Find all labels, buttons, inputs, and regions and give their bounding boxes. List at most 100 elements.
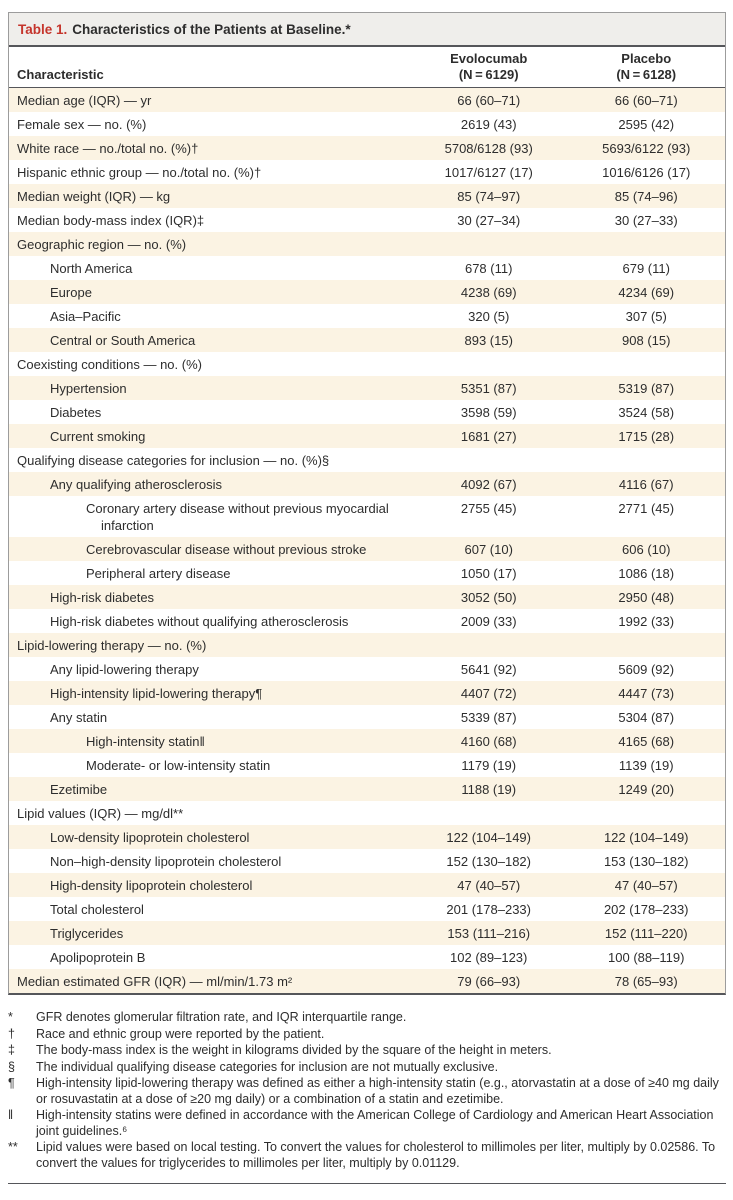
row-value-evolocumab: 3598 (59) xyxy=(460,405,517,420)
row-value-placebo: 100 (88–119) xyxy=(608,950,685,965)
table-row: Female sex — no. (%) 2619 (43) 2595 (42) xyxy=(9,112,725,136)
row-label: Peripheral artery disease xyxy=(86,566,231,581)
row-label: Median body-mass index (IQR)‡ xyxy=(17,213,205,228)
row-label: White race — no./total no. (%)† xyxy=(17,141,199,156)
footnotes: * GFR denotes glomerular filtration rate… xyxy=(8,1010,723,1171)
table-row: Median weight (IQR) — kg 85 (74–97) 85 (… xyxy=(9,184,725,208)
table-row: Lipid values (IQR) — mg/dl** xyxy=(9,801,725,825)
row-label: Median age (IQR) — yr xyxy=(17,93,152,108)
row-label: Ezetimibe xyxy=(50,782,108,797)
row-label: Total cholesterol xyxy=(50,902,144,917)
table-row: Median estimated GFR (IQR) — ml/min/1.73… xyxy=(9,969,725,993)
column-header-placebo-name: Placebo xyxy=(621,51,672,66)
table-row: High-risk diabetes without qualifying at… xyxy=(9,609,725,633)
row-value-evolocumab: 678 (11) xyxy=(464,261,513,276)
row-value-evolocumab xyxy=(410,448,568,472)
footnote-text: The body-mass index is the weight in kil… xyxy=(36,1043,552,1057)
row-value-placebo xyxy=(567,633,725,657)
table-row: North America 678 (11) 679 (11) xyxy=(9,256,725,280)
row-label: Low-density lipoprotein cholesterol xyxy=(50,830,250,845)
row-value-evolocumab: 152 (130–182) xyxy=(446,854,531,869)
row-value-evolocumab: 47 (40–57) xyxy=(457,878,521,893)
table-title-bar: Table 1. Characteristics of the Patients … xyxy=(9,13,725,47)
row-label: Female sex — no. (%) xyxy=(17,117,147,132)
row-value-placebo xyxy=(567,448,725,472)
row-label: Central or South America xyxy=(50,333,196,348)
row-value-evolocumab: 4092 (67) xyxy=(460,477,517,492)
header-row: Characteristic Evolocumab (N = 6129) Pla… xyxy=(9,47,725,88)
table-row: Central or South America 893 (15) 908 (1… xyxy=(9,328,725,352)
row-value-placebo: 152 (111–220) xyxy=(604,926,688,941)
row-value-placebo: 85 (74–96) xyxy=(614,189,678,204)
bottom-rule xyxy=(8,1183,726,1184)
row-value-placebo: 1992 (33) xyxy=(618,614,675,629)
data-table: Characteristic Evolocumab (N = 6129) Pla… xyxy=(9,47,725,993)
row-value-evolocumab xyxy=(410,232,568,256)
row-value-evolocumab: 2619 (43) xyxy=(460,117,517,132)
footnote-item: ‖ High-intensity statins were defined in… xyxy=(8,1108,723,1139)
row-value-evolocumab: 153 (111–216) xyxy=(447,926,531,941)
table-row: Median age (IQR) — yr 66 (60–71) 66 (60–… xyxy=(9,87,725,112)
row-label: Triglycerides xyxy=(50,926,124,941)
column-header-placebo: Placebo (N = 6128) xyxy=(567,47,725,88)
table-header: Characteristic Evolocumab (N = 6129) Pla… xyxy=(9,47,725,88)
row-value-evolocumab xyxy=(410,633,568,657)
row-label: North America xyxy=(50,261,133,276)
row-value-evolocumab: 79 (66–93) xyxy=(457,974,521,989)
table-row: Coronary artery disease without previous… xyxy=(9,496,725,537)
row-value-evolocumab: 4238 (69) xyxy=(460,285,517,300)
row-label: Geographic region — no. (%) xyxy=(17,237,187,252)
row-label: Hypertension xyxy=(50,381,127,396)
footnote-symbol: ‡ xyxy=(8,1043,15,1057)
table-title-text: Characteristics of the Patients at Basel… xyxy=(72,22,351,37)
row-value-placebo: 122 (104–149) xyxy=(603,830,689,845)
table-row: Non–high-density lipoprotein cholesterol… xyxy=(9,849,725,873)
row-value-evolocumab: 122 (104–149) xyxy=(446,830,531,845)
table-row: Peripheral artery disease 1050 (17) 1086… xyxy=(9,561,725,585)
row-value-evolocumab: 320 (5) xyxy=(468,309,510,324)
row-label: Median estimated GFR (IQR) — ml/min/1.73… xyxy=(17,974,293,989)
table-row: Any qualifying atherosclerosis 4092 (67)… xyxy=(9,472,725,496)
row-value-placebo: 606 (10) xyxy=(622,542,671,557)
row-label: Apolipoprotein B xyxy=(50,950,146,965)
row-value-placebo: 5609 (92) xyxy=(618,662,675,677)
table-row: Any statin 5339 (87) 5304 (87) xyxy=(9,705,725,729)
table-row: High-intensity lipid-lowering therapy¶ 4… xyxy=(9,681,725,705)
column-header-placebo-n: (N = 6128) xyxy=(616,66,677,82)
row-label: Lipid values (IQR) — mg/dl** xyxy=(17,806,184,821)
column-header-characteristic: Characteristic xyxy=(9,47,410,88)
table-row: Moderate- or low-intensity statin 1179 (… xyxy=(9,753,725,777)
table-row: Diabetes 3598 (59) 3524 (58) xyxy=(9,400,725,424)
footnote-item: ‡ The body-mass index is the weight in k… xyxy=(8,1043,723,1059)
row-value-evolocumab xyxy=(410,801,568,825)
table-row: Asia–Pacific 320 (5) 307 (5) xyxy=(9,304,725,328)
row-value-evolocumab: 1188 (19) xyxy=(461,782,517,797)
footnote-text: High-intensity statins were defined in a… xyxy=(36,1108,714,1138)
footnote-symbol: † xyxy=(8,1026,15,1041)
table-row: Cerebrovascular disease without previous… xyxy=(9,537,725,561)
row-value-placebo: 5319 (87) xyxy=(618,381,675,396)
footnote-symbol: ¶ xyxy=(8,1076,15,1090)
footnote-item: ** Lipid values were based on local test… xyxy=(8,1140,723,1171)
row-value-evolocumab: 607 (10) xyxy=(464,542,513,557)
row-label: Current smoking xyxy=(50,429,146,444)
row-value-placebo: 153 (130–182) xyxy=(603,854,689,869)
footnote-symbol: ** xyxy=(8,1140,18,1154)
row-value-placebo xyxy=(567,801,725,825)
table-row: Hypertension 5351 (87) 5319 (87) xyxy=(9,376,725,400)
row-value-placebo xyxy=(567,352,725,376)
row-value-placebo: 202 (178–233) xyxy=(603,902,689,917)
row-value-evolocumab: 3052 (50) xyxy=(460,590,517,605)
footnote-text: High-intensity lipid-lowering therapy wa… xyxy=(36,1076,719,1106)
table-row: Median body-mass index (IQR)‡ 30 (27–34)… xyxy=(9,208,725,232)
row-value-placebo: 4234 (69) xyxy=(618,285,675,300)
row-label: Lipid-lowering therapy — no. (%) xyxy=(17,638,207,653)
column-header-evolocumab-n: (N = 6129) xyxy=(458,66,519,82)
row-label: Non–high-density lipoprotein cholesterol xyxy=(50,854,282,869)
row-value-placebo: 1139 (19) xyxy=(618,758,674,773)
row-label: Cerebrovascular disease without previous… xyxy=(86,542,367,557)
column-header-evolocumab-name: Evolocumab xyxy=(450,51,528,66)
table-row: Geographic region — no. (%) xyxy=(9,232,725,256)
row-value-placebo: 679 (11) xyxy=(622,261,670,276)
row-value-placebo: 1249 (20) xyxy=(618,782,675,797)
